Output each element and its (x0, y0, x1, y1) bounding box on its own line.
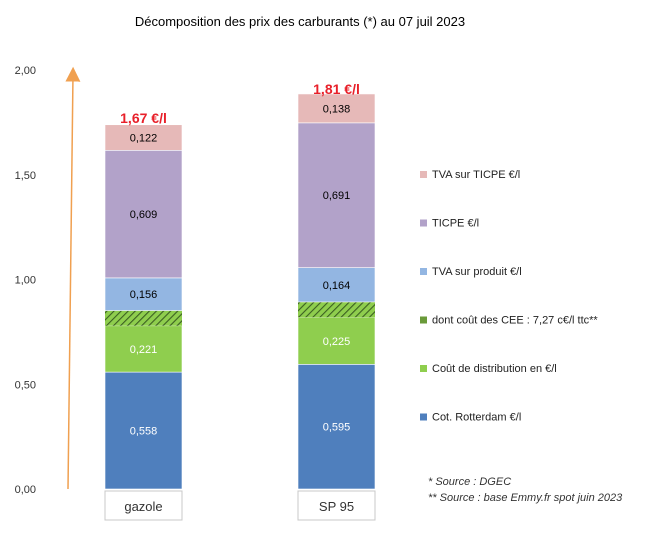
bar-segment (104, 371, 183, 490)
bar-segment (297, 93, 376, 124)
y-axis: 0,00 0,50 1,00 1,50 2,00 (15, 65, 36, 496)
bar-segment (104, 325, 183, 373)
bar-segment (297, 364, 376, 490)
x-axis-categories: gazole SP 95 (104, 490, 376, 521)
legend-entry: Coût de distribution en €/l (432, 363, 557, 375)
category-box (104, 490, 183, 521)
segment-value-label: 0,156 (130, 289, 158, 301)
bar-segment (297, 316, 376, 365)
bars: 0,558 0,221 0,156 0,609 0,122 0,595 0,225 0,164… (104, 93, 376, 490)
segment-value-label: 0,609 (130, 209, 158, 221)
source-note-emmy: ** Source : base Emmy.fr spot juin 2023 (428, 492, 623, 504)
bar-segment (297, 122, 376, 268)
segment-value-label: 0,558 (130, 426, 158, 438)
legend-swatch (420, 219, 427, 227)
legend-entry: TVA sur TICPE €/l (432, 169, 520, 181)
legend-entry: TVA sur produit €/l (432, 266, 522, 278)
bar-segment (105, 310, 182, 326)
bar-segment (104, 124, 183, 151)
y-tick-label: 1,00 (15, 275, 36, 287)
bar-segment (297, 267, 376, 303)
segment-value-label: 0,595 (323, 422, 351, 434)
segment-value-label: 0,122 (130, 133, 158, 145)
legend-swatch (420, 268, 427, 275)
chart-title: Décomposition des prix des carburants (*… (135, 14, 465, 29)
y-tick-label: 0,00 (15, 484, 36, 496)
category-label: SP 95 (319, 499, 354, 514)
bar-total-label: 1,67 €/l (120, 110, 167, 126)
bar-segment (104, 150, 183, 279)
y-tick-label: 2,00 (15, 65, 36, 77)
trend-arrow (65, 66, 81, 490)
segment-value-label: 0,221 (130, 344, 158, 356)
bar-segment (298, 301, 375, 318)
y-tick-label: 0,50 (15, 379, 36, 391)
bar-totals: 1,67 €/l 1,81 €/l (120, 81, 360, 126)
legend-swatch (420, 413, 427, 421)
bar-total-label: 1,81 €/l (313, 81, 360, 97)
source-note: * Source : DGEC (428, 476, 511, 488)
category-label: gazole (124, 499, 162, 514)
legend-entry: TICPE €/l (432, 218, 479, 230)
segment-value-label: 0,225 (323, 336, 351, 348)
category-box (297, 490, 376, 521)
segment-value-label: 0,164 (323, 280, 351, 292)
legend-swatch (420, 365, 427, 372)
legend-swatch (420, 316, 427, 324)
segment-value-label: 0,138 (323, 103, 351, 115)
y-tick-label: 1,50 (15, 170, 36, 182)
legend-entry: Cot. Rotterdam €/l (432, 412, 521, 424)
legend-swatch (420, 171, 427, 178)
legend-entry: dont coût des CEE : 7,27 c€/l ttc** (432, 315, 598, 327)
segment-value-label: 0,691 (323, 190, 351, 202)
legend: TVA sur TICPE €/l TICPE €/l TVA sur produi… (420, 169, 598, 424)
